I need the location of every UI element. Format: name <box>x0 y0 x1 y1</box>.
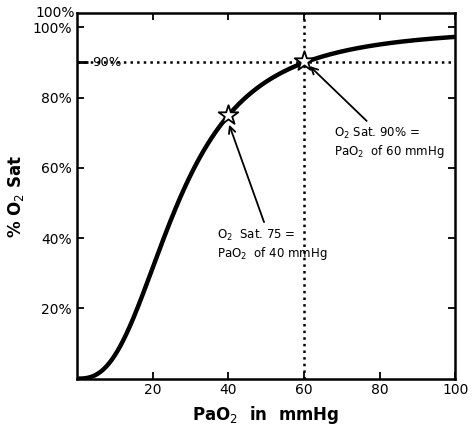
Point <box>300 57 308 64</box>
Text: O$_2$  Sat. 75 =
PaO$_2$  of 40 mmHg: O$_2$ Sat. 75 = PaO$_2$ of 40 mmHg <box>217 127 328 262</box>
Text: 90%: 90% <box>92 56 121 69</box>
X-axis label: PaO$_2$  in  mmHg: PaO$_2$ in mmHg <box>192 404 340 426</box>
Text: 100%: 100% <box>36 6 75 20</box>
Text: O$_2$ Sat. 90% =
PaO$_2$  of 60 mmHg: O$_2$ Sat. 90% = PaO$_2$ of 60 mmHg <box>311 67 445 160</box>
Point <box>224 111 232 118</box>
Y-axis label: % O$_2$ Sat: % O$_2$ Sat <box>6 154 26 238</box>
